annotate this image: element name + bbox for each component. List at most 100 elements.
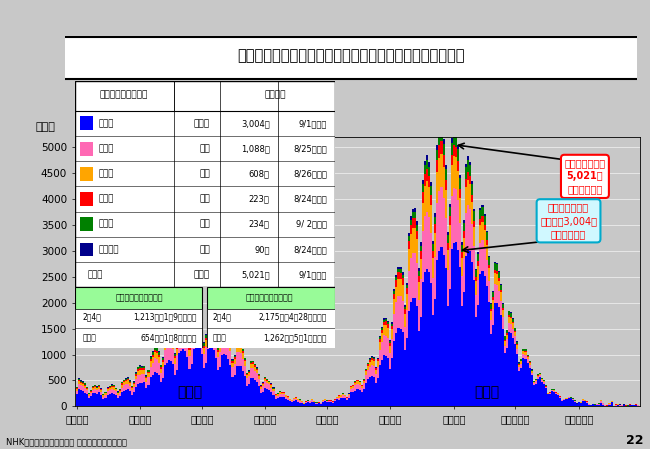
Bar (279, 397, 281, 406)
Bar (523, 358, 525, 406)
Bar (445, 269, 447, 406)
Bar (566, 399, 567, 406)
Bar (205, 340, 207, 348)
Bar (224, 336, 226, 354)
Bar (301, 403, 303, 406)
Bar (408, 250, 410, 271)
Bar (410, 234, 412, 258)
Bar (629, 404, 631, 405)
Bar (391, 358, 393, 406)
Bar (508, 311, 510, 315)
Bar (215, 357, 217, 406)
Bar (619, 405, 621, 406)
Bar (283, 397, 285, 406)
Bar (395, 302, 397, 333)
Bar (192, 312, 194, 316)
Bar (156, 351, 158, 353)
Bar (262, 384, 265, 386)
Bar (450, 196, 453, 249)
Bar (176, 355, 178, 370)
Bar (188, 345, 190, 347)
Bar (526, 359, 528, 363)
Bar (150, 377, 151, 406)
Bar (453, 128, 455, 132)
Bar (250, 364, 252, 368)
Bar (274, 396, 276, 399)
Bar (566, 398, 567, 399)
Bar (467, 159, 469, 172)
Text: 608人: 608人 (249, 169, 270, 178)
Bar (428, 167, 430, 176)
Bar (370, 358, 373, 360)
Bar (475, 270, 477, 277)
Bar (488, 256, 489, 257)
Bar (297, 400, 299, 402)
Bar (356, 389, 359, 406)
Bar (518, 371, 521, 406)
Bar (489, 320, 491, 334)
Bar (422, 184, 424, 192)
Bar (370, 360, 373, 365)
Bar (608, 405, 610, 406)
Bar (133, 382, 135, 383)
Bar (516, 345, 518, 348)
Bar (516, 354, 518, 406)
Bar (188, 344, 190, 345)
Bar (256, 370, 258, 374)
Bar (410, 258, 412, 302)
Bar (146, 382, 148, 388)
Bar (559, 397, 562, 406)
Bar (246, 386, 248, 406)
Bar (235, 352, 238, 366)
Text: 大阪府: 大阪府 (83, 334, 96, 343)
Bar (76, 394, 78, 406)
Bar (387, 357, 389, 406)
Bar (84, 388, 86, 392)
Bar (528, 368, 530, 406)
Bar (231, 359, 233, 360)
Bar (111, 385, 112, 386)
Bar (287, 396, 289, 398)
Bar (144, 366, 146, 368)
Bar (395, 333, 397, 406)
Bar (448, 204, 450, 207)
Bar (240, 352, 242, 366)
Bar (412, 228, 414, 252)
Bar (172, 364, 174, 406)
Bar (78, 381, 80, 384)
Bar (354, 391, 356, 406)
Bar (192, 349, 194, 406)
Bar (82, 386, 84, 391)
Bar (291, 401, 293, 402)
Bar (135, 373, 137, 374)
Bar (361, 385, 363, 386)
Bar (332, 403, 334, 406)
Bar (96, 388, 98, 391)
Text: 第４波: 第４波 (177, 385, 202, 399)
Bar (373, 361, 375, 366)
Bar (549, 394, 551, 406)
Bar (500, 292, 502, 301)
Bar (240, 341, 242, 342)
Bar (231, 363, 233, 367)
Bar (424, 165, 426, 174)
Bar (448, 216, 450, 224)
Bar (156, 373, 158, 406)
Bar (496, 264, 498, 271)
Bar (221, 323, 224, 326)
Bar (109, 386, 111, 387)
Bar (299, 399, 301, 401)
Bar (475, 269, 477, 270)
Bar (162, 362, 164, 367)
Bar (270, 383, 272, 384)
Bar (564, 400, 566, 406)
Bar (313, 401, 315, 402)
Bar (430, 182, 432, 186)
Bar (359, 382, 361, 383)
Bar (207, 316, 209, 319)
Bar (637, 405, 639, 406)
Bar (158, 351, 160, 352)
Bar (459, 198, 461, 223)
Bar (86, 388, 88, 389)
Bar (201, 323, 203, 326)
